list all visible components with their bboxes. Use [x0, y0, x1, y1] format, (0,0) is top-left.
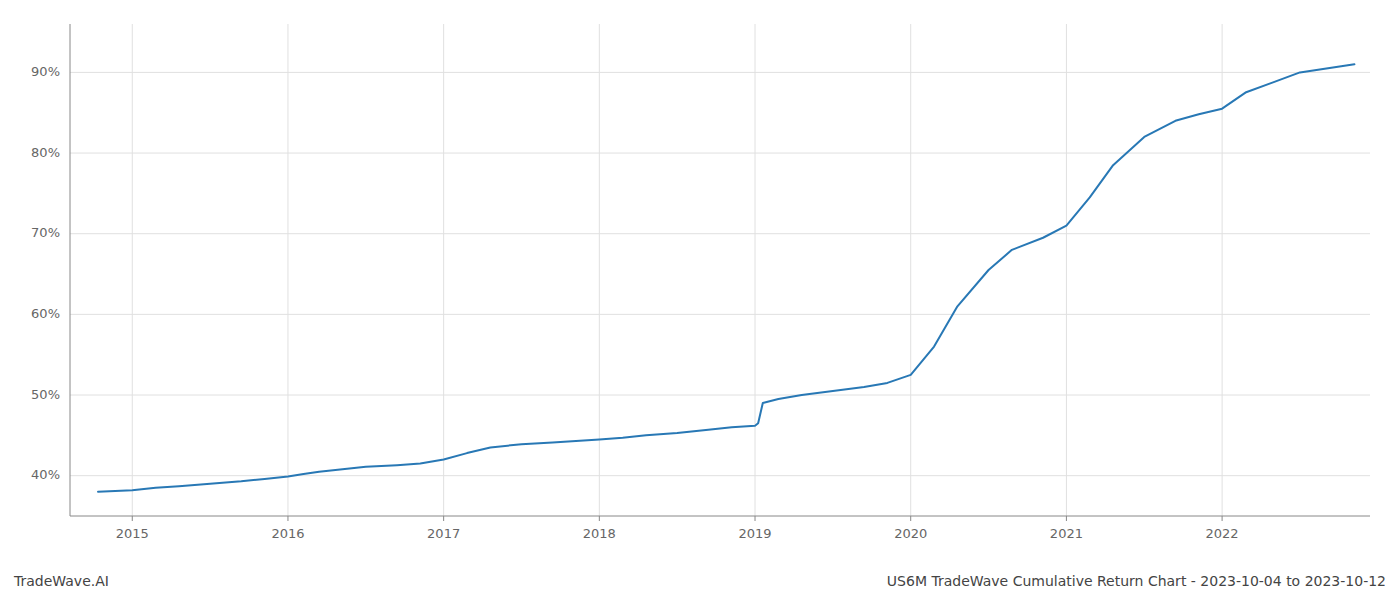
- grid-line: [910, 24, 911, 516]
- y-tick-label: 40%: [31, 467, 60, 482]
- chart: 40% 50% 60% 70% 80% 90% 2015 2016 2017 2018 2019 20…: [0, 0, 1400, 600]
- x-tick: [1222, 516, 1223, 521]
- x-tick: [287, 516, 288, 521]
- grid-line: [70, 153, 1370, 154]
- x-tick-label: 2019: [738, 526, 771, 541]
- x-tick-label: 2015: [116, 526, 149, 541]
- grid-line: [70, 72, 1370, 73]
- x-tick: [443, 516, 444, 521]
- grid-line: [599, 24, 600, 516]
- grid-line: [132, 24, 133, 516]
- y-axis-line: [70, 24, 71, 516]
- x-axis-line: [70, 516, 1370, 517]
- x-tick-label: 2020: [894, 526, 927, 541]
- grid-line: [1066, 24, 1067, 516]
- grid-line: [287, 24, 288, 516]
- texts: TradeWave.AI US6M TradeWave Cumulative Re…: [13, 573, 1386, 589]
- x-tick-label: 2022: [1206, 526, 1239, 541]
- grid-line: [755, 24, 756, 516]
- x-tick-label: 2021: [1050, 526, 1083, 541]
- y-tick-label: 50%: [31, 387, 60, 402]
- plot-area: [98, 64, 1354, 491]
- x-tick: [132, 516, 133, 521]
- grid-line: [70, 233, 1370, 234]
- line: [98, 64, 1354, 491]
- x-tick-label: 2017: [427, 526, 460, 541]
- y-tick-label: 80%: [31, 145, 60, 160]
- grid-line: [70, 395, 1370, 396]
- y-tick-label: 60%: [31, 306, 60, 321]
- y-tick-label: 90%: [31, 64, 60, 79]
- grid: [70, 24, 1370, 516]
- y-tick-label: 70%: [31, 225, 60, 240]
- x-tick-label: 2016: [271, 526, 304, 541]
- x-tick: [910, 516, 911, 521]
- x-tick: [599, 516, 600, 521]
- grid-line: [70, 475, 1370, 476]
- x-tick: [755, 516, 756, 521]
- x-tick: [1066, 516, 1067, 521]
- axes: 40% 50% 60% 70% 80% 90% 2015 2016 2017 2018 2019 20…: [31, 24, 1370, 541]
- watermark: TradeWave.AI: [13, 573, 109, 589]
- x-tick-label: 2018: [583, 526, 616, 541]
- grid-line: [443, 24, 444, 516]
- title: US6M TradeWave Cumulative Return Chart -…: [887, 573, 1386, 589]
- grid-line: [70, 314, 1370, 315]
- grid-line: [1222, 24, 1223, 516]
